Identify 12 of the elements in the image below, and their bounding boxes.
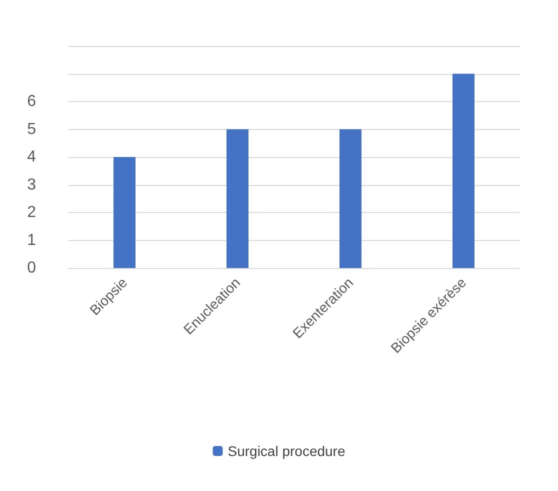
y-tick-label: 4 — [27, 148, 36, 166]
y-tick-label: 3 — [27, 176, 36, 194]
y-tick-label: 6 — [27, 93, 36, 110]
y-tick-label: 5 — [27, 120, 36, 138]
y-tick-label: 1 — [27, 232, 36, 249]
legend-label: Surgical procedure — [228, 443, 346, 459]
bar — [340, 129, 362, 268]
y-tick-label: 2 — [27, 204, 36, 221]
bar — [226, 129, 248, 268]
y-tick-label: 0 — [27, 260, 36, 276]
bar — [452, 74, 474, 268]
bar — [114, 157, 136, 268]
